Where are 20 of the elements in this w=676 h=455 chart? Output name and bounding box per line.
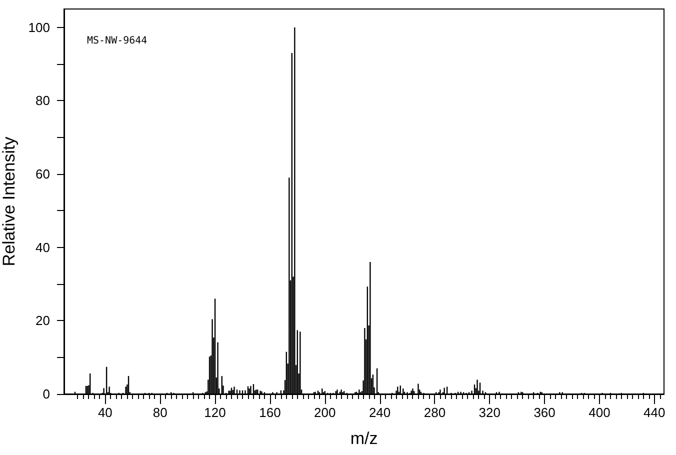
x-tick-label: 400	[588, 405, 610, 420]
x-tick-label: 280	[424, 405, 446, 420]
x-tick-label: 240	[368, 405, 391, 420]
y-tick-label: 20	[36, 313, 50, 328]
x-tick-label: 40	[98, 405, 112, 420]
y-axis-title: Relative Intensity	[0, 136, 18, 266]
annotation: MS-NW-9644	[87, 36, 148, 46]
y-tick-label: 40	[36, 240, 50, 255]
x-tick-label: 200	[314, 405, 336, 420]
x-tick-label: 160	[259, 405, 281, 420]
x-tick-label: 440	[644, 405, 666, 420]
y-tick-label: 60	[36, 166, 50, 182]
y-tick-label: 0	[42, 386, 50, 402]
y-tick-label: 80	[36, 93, 50, 108]
x-tick-label: 360	[534, 405, 556, 420]
x-tick-label: 320	[478, 405, 500, 420]
x-axis-title: m/z	[350, 429, 378, 448]
x-tick-label: 120	[204, 405, 226, 420]
y-tick-label: 100	[28, 20, 50, 35]
x-tick-label: 80	[152, 405, 168, 420]
